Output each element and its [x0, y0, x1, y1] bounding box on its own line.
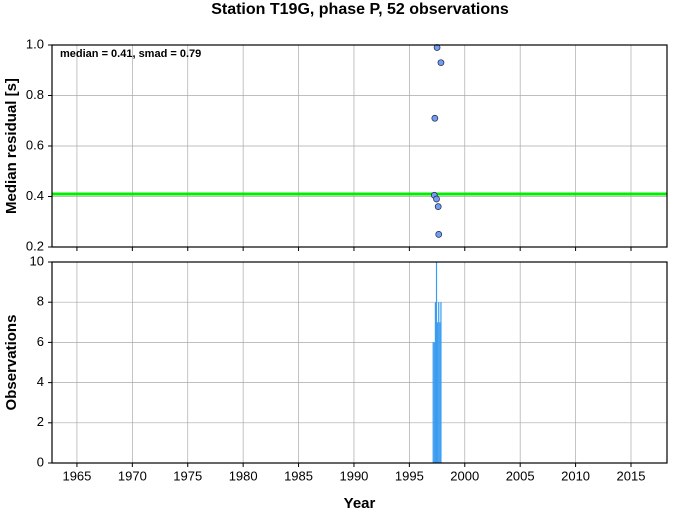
x-tick-label: 1990	[339, 468, 368, 483]
x-tick-label: 1965	[62, 468, 91, 483]
x-tick-label: 2000	[450, 468, 479, 483]
plot-frame	[51, 44, 668, 248]
point	[434, 203, 442, 210]
y-axis-label: Observations	[3, 315, 20, 411]
x-tick-label: 2010	[561, 468, 590, 483]
point	[435, 231, 443, 238]
point	[431, 114, 439, 122]
y-tick-label: 0	[37, 454, 44, 469]
point	[433, 195, 440, 203]
y-tick-label: 4	[37, 374, 44, 389]
y-tick-label: 6	[37, 334, 44, 349]
y-tick-label: 0.4	[26, 188, 44, 203]
x-tick-label: 2005	[506, 468, 535, 483]
y-tick-label: 1.0	[26, 36, 44, 51]
y-tick-label: 0.2	[26, 238, 44, 253]
bar	[440, 302, 442, 463]
bar	[432, 342, 434, 463]
bar	[437, 322, 439, 463]
x-tick-label: 2015	[617, 468, 646, 483]
y-tick-label: 2	[37, 414, 44, 429]
x-tick-label: 1995	[395, 468, 424, 483]
bar	[439, 322, 441, 463]
y-axis-label: Median residual [s]	[3, 78, 20, 214]
x-axis-label: Year	[344, 495, 376, 511]
x-tick-label: 1985	[284, 468, 313, 483]
plot-frame	[51, 261, 668, 464]
chart-title: Station T19G, phase P, 52 observations	[211, 1, 509, 18]
x-tick-label: 1970	[118, 468, 147, 483]
y-tick-label: 0.6	[26, 137, 44, 152]
annotation: median = 0.41, smad = 0.79	[60, 48, 201, 60]
bar	[435, 262, 438, 463]
bar	[438, 302, 440, 463]
point	[437, 59, 445, 67]
bar	[433, 342, 435, 463]
bar	[434, 302, 437, 463]
y-tick-label: 0.8	[26, 87, 44, 102]
x-tick-label: 1975	[173, 468, 202, 483]
y-tick-label: 8	[37, 294, 44, 309]
y-tick-label: 10	[30, 253, 44, 268]
x-tick-label: 1980	[229, 468, 258, 483]
